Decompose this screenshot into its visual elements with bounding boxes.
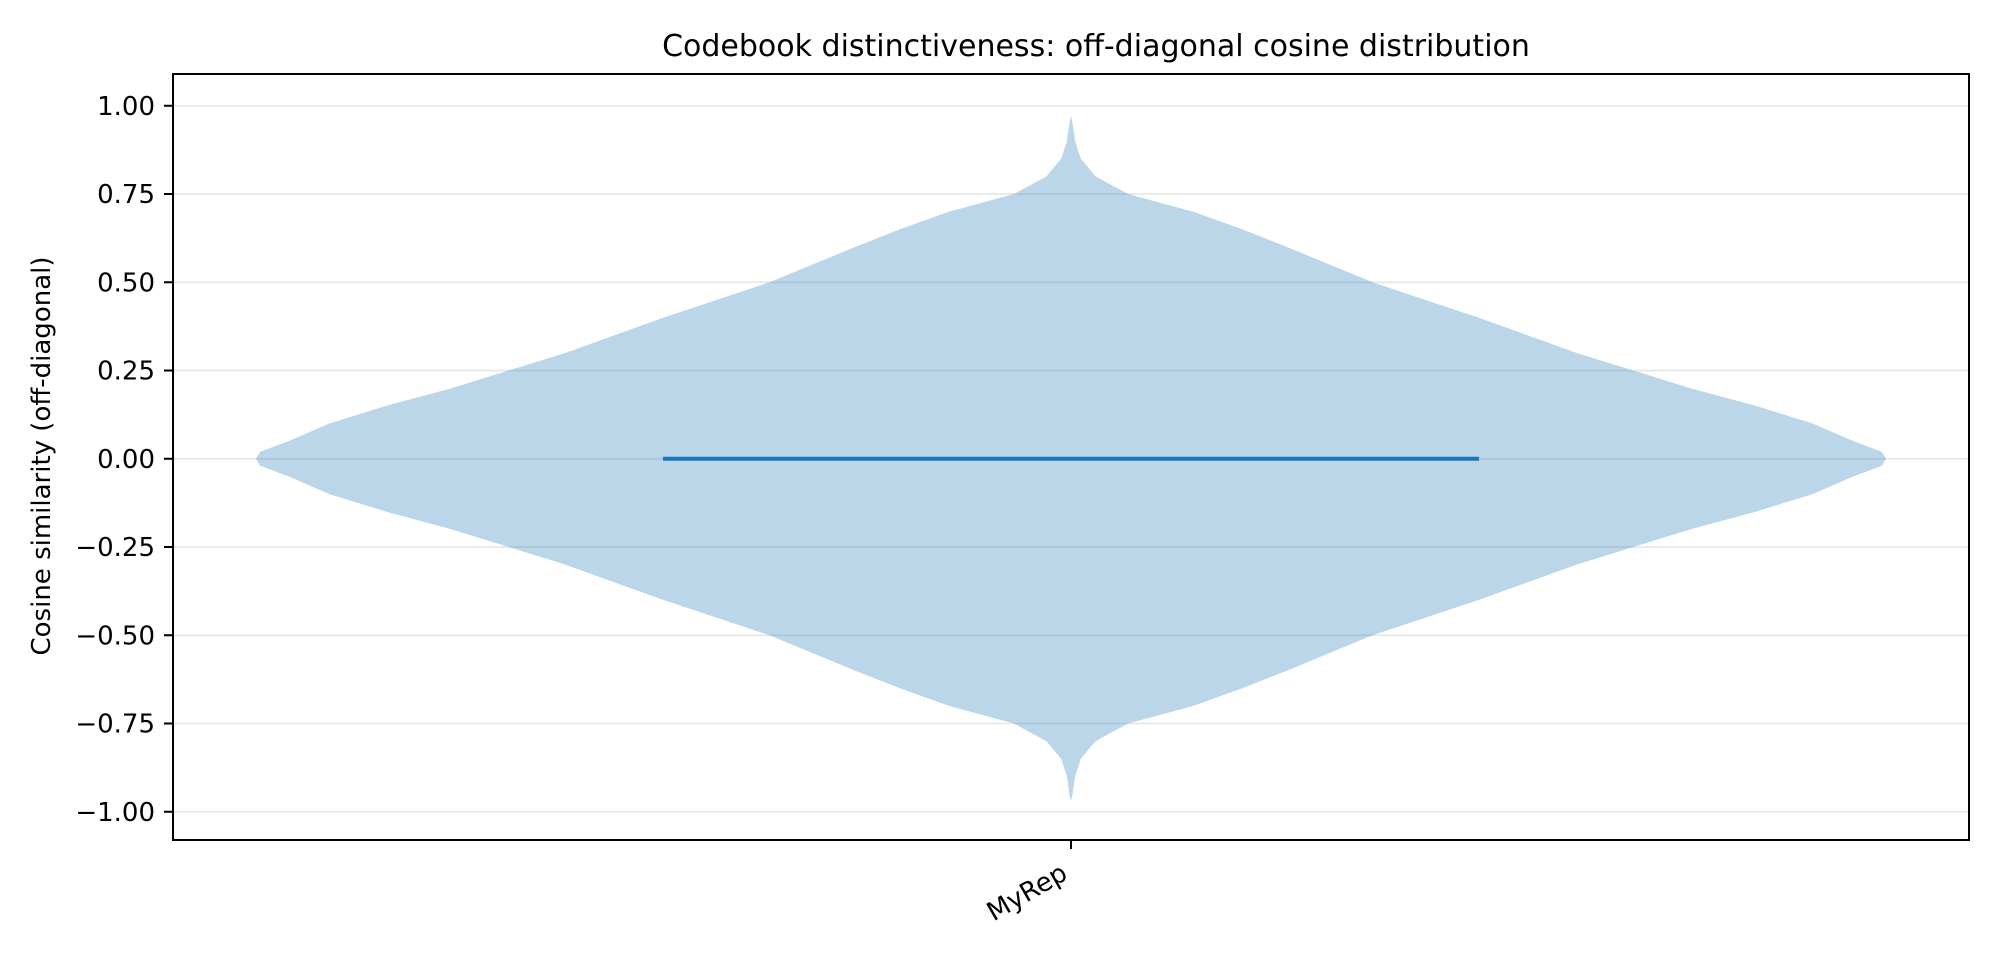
x-axis-ticks: MyRep [982, 840, 1073, 928]
y-axis-ticks: 1.00 0.75 0.50 0.25 0.00 −0.25 −0.50 −0.75 −1.00 [75, 92, 173, 828]
y-tick-label: 0.00 [97, 445, 155, 475]
y-axis-label: Cosine similarity (off-diagonal) [27, 256, 57, 655]
y-tick-label: 0.50 [97, 268, 155, 298]
y-tick-label: 1.00 [97, 92, 155, 122]
y-tick-label: −0.25 [75, 533, 155, 563]
chart-title: Codebook distinctiveness: off-diagonal c… [662, 29, 1530, 64]
x-tick-label: MyRep [982, 858, 1073, 928]
y-tick-label: 0.25 [97, 357, 155, 387]
y-tick-label: −1.00 [75, 798, 155, 828]
y-tick-label: 0.75 [97, 180, 155, 210]
y-tick-label: −0.75 [75, 710, 155, 740]
y-tick-label: −0.50 [75, 621, 155, 651]
